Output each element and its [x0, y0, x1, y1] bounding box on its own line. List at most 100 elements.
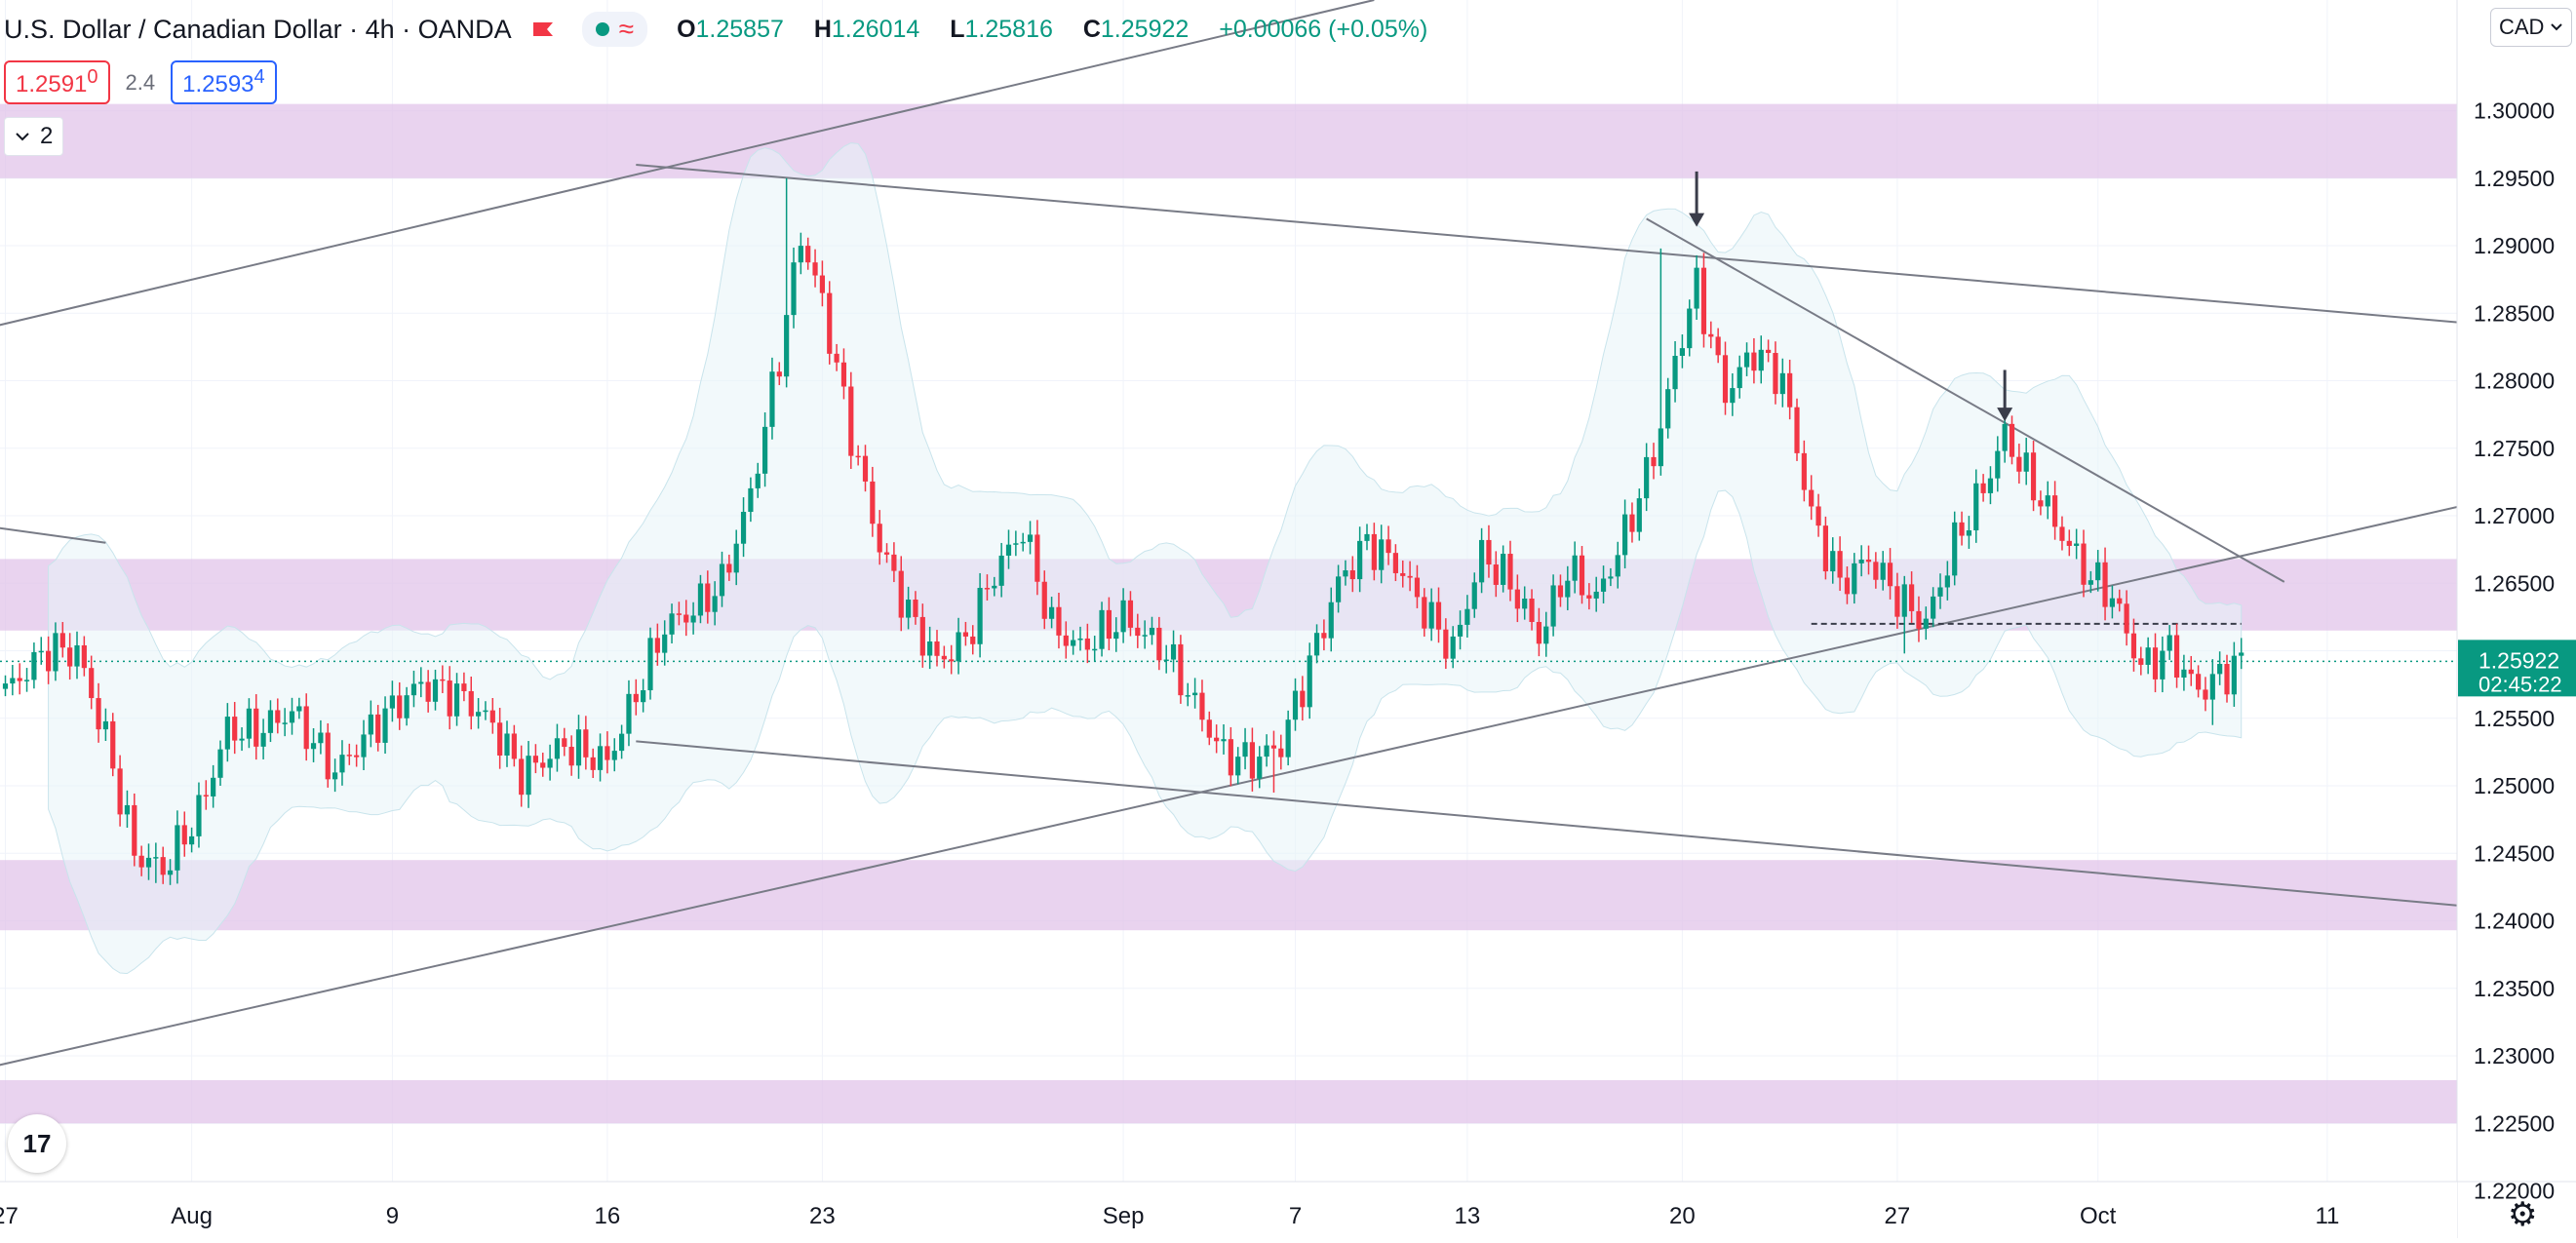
candle-body	[906, 600, 912, 618]
candle-body	[1464, 608, 1470, 625]
candle-body	[540, 762, 546, 768]
candle-body	[2217, 663, 2223, 675]
flag-icon[interactable]	[531, 19, 555, 40]
candle-body	[282, 722, 288, 724]
sell-price-button[interactable]: 1.25910	[4, 60, 110, 104]
candle-body	[1694, 267, 1699, 309]
candle-body	[1443, 629, 1449, 659]
candle-body	[1579, 555, 1585, 596]
candle-body	[2209, 674, 2215, 700]
candle-body	[2066, 540, 2072, 546]
candle-body	[1149, 627, 1155, 636]
indicators-toggle-button[interactable]: 2	[4, 117, 64, 156]
candle-body	[1973, 483, 1979, 530]
sell-price-main: 1.2591	[16, 71, 88, 97]
candle-body	[1937, 587, 1943, 597]
tradingview-logo-icon[interactable]: 17	[8, 1114, 66, 1173]
candle-body	[2138, 658, 2144, 665]
candle-body	[583, 729, 589, 757]
candle-body	[1837, 551, 1843, 578]
candle-body	[1966, 529, 1971, 536]
candle-body	[440, 679, 446, 681]
candle-body	[2109, 598, 2115, 607]
candle-body	[511, 733, 517, 759]
candle-body	[1127, 600, 1134, 628]
candle-body	[389, 695, 395, 709]
candle-body	[1557, 585, 1564, 598]
candle-body	[1572, 555, 1578, 581]
time-tick-label: 9	[386, 1203, 399, 1229]
candle-body	[1543, 626, 1549, 644]
candle-body	[153, 857, 159, 859]
candle-body	[476, 712, 482, 717]
price-tick-label: 1.27500	[2474, 436, 2555, 461]
candle-body	[1844, 577, 1851, 595]
candle-body	[1995, 450, 2001, 479]
buy-price-button[interactable]: 1.25934	[171, 60, 277, 104]
candle-body	[361, 734, 367, 757]
candle-body	[919, 616, 925, 656]
currency-label: CAD	[2499, 15, 2545, 39]
candle-body	[497, 722, 503, 756]
candle-body	[998, 555, 1004, 586]
candle-body	[425, 681, 431, 702]
gear-icon[interactable]: ⚙	[2508, 1196, 2538, 1233]
candle-body	[1593, 591, 1599, 599]
open-label: O	[677, 15, 696, 43]
candle-body	[1894, 586, 1900, 617]
candle-body	[1371, 533, 1377, 570]
candle-body	[1414, 577, 1421, 598]
candle-body	[74, 644, 80, 667]
trend-line	[0, 0, 1375, 327]
candle-body	[1084, 638, 1090, 650]
candle-body	[1679, 348, 1685, 357]
candle-body	[17, 678, 22, 681]
candle-body	[762, 426, 768, 474]
candle-body	[1766, 349, 1772, 354]
candle-body	[1514, 589, 1520, 609]
candle-body	[1041, 581, 1047, 619]
candle-body	[2203, 689, 2208, 700]
candle-body	[397, 695, 403, 719]
candle-body	[1400, 572, 1406, 576]
candle-body	[992, 585, 997, 589]
candle-body	[568, 747, 574, 766]
candle-body	[1292, 690, 1299, 720]
time-tick-label: 7	[1289, 1203, 1302, 1229]
resistance-support-zone	[0, 1079, 2457, 1124]
candle-body	[669, 613, 675, 635]
candle-body	[1228, 739, 1233, 776]
candle-body	[1651, 456, 1657, 467]
candle-body	[1743, 352, 1750, 368]
candle-body	[432, 679, 439, 702]
candle-body	[719, 563, 725, 597]
candle-body	[289, 711, 295, 723]
candle-body	[1170, 643, 1177, 660]
candle-body	[619, 733, 625, 752]
market-status-pill[interactable]: ≈	[581, 12, 648, 47]
candle-body	[798, 246, 803, 263]
candle-body	[346, 755, 352, 757]
candle-body	[2224, 663, 2230, 695]
candle-body	[2038, 500, 2044, 507]
price-tick-label: 1.23000	[2474, 1043, 2555, 1068]
symbol-title[interactable]: U.S. Dollar / Canadian Dollar · 4h · OAN…	[4, 14, 512, 44]
candle-body	[2181, 669, 2187, 678]
candle-body	[1156, 627, 1162, 661]
candle-body	[275, 710, 281, 723]
candle-body	[453, 683, 460, 717]
candle-body	[1063, 635, 1069, 646]
currency-select[interactable]: CAD	[2490, 8, 2573, 47]
candle-body	[1787, 372, 1793, 408]
candle-body	[1909, 584, 1915, 611]
buy-price-main: 1.2593	[182, 71, 254, 97]
candle-body	[1034, 534, 1040, 582]
high-label: H	[813, 15, 832, 43]
candle-body	[461, 683, 467, 691]
candle-body	[1600, 578, 1607, 592]
price-axis-background	[2457, 0, 2576, 1238]
indicators-count: 2	[40, 123, 54, 149]
candle-body	[1923, 618, 1929, 629]
